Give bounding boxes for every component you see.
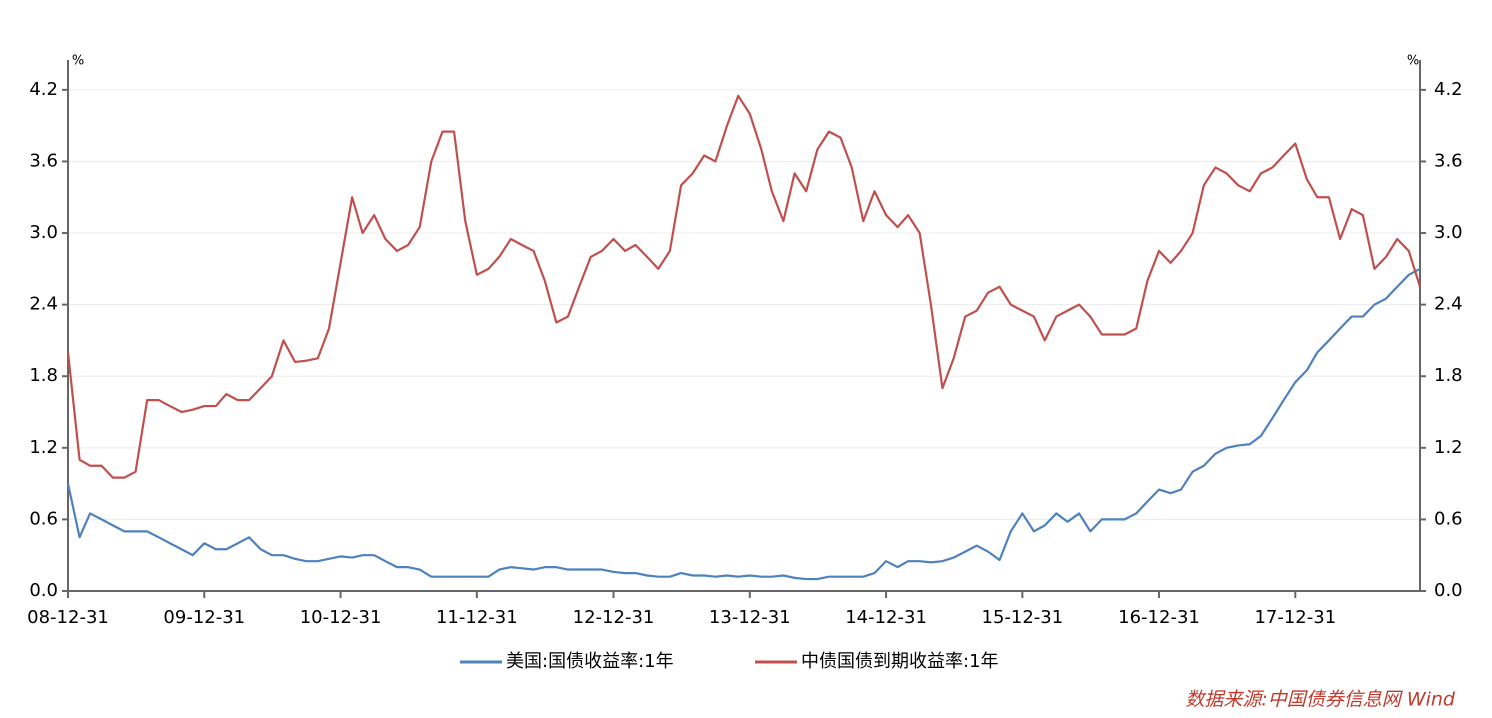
y2-tick-label: 0.6 xyxy=(1434,508,1463,529)
y-tick-label: 3.6 xyxy=(29,150,58,171)
y2-unit: % xyxy=(1407,54,1419,69)
y-tick-label: 0.0 xyxy=(29,580,58,601)
y-tick-label: 3.0 xyxy=(29,222,58,243)
legend-label: 中债国债到期收益率:1年 xyxy=(801,651,999,672)
y-tick-label: 1.8 xyxy=(29,365,58,386)
series-line xyxy=(66,94,1422,479)
y2-tick-label: 1.8 xyxy=(1434,365,1463,386)
x-tick-label: 12-12-31 xyxy=(573,607,655,628)
x-tick-label: 17-12-31 xyxy=(1254,607,1336,628)
x-tick-label: 09-12-31 xyxy=(163,607,245,628)
y2-tick-label: 3.0 xyxy=(1434,222,1463,243)
y2-tick-label: 2.4 xyxy=(1434,294,1463,315)
x-tick-label: 13-12-31 xyxy=(709,607,791,628)
y-tick-label: 4.2 xyxy=(29,79,58,100)
x-tick-label: 14-12-31 xyxy=(845,607,927,628)
y2-tick-label: 3.6 xyxy=(1434,150,1463,171)
y-tick-label: 2.4 xyxy=(29,294,58,315)
y2-tick-label: 0.0 xyxy=(1434,580,1463,601)
y-tick-label: 1.2 xyxy=(29,437,58,458)
y-unit: % xyxy=(72,54,84,69)
x-tick-label: 16-12-31 xyxy=(1118,607,1200,628)
source-note: 数据来源:中国债券信息网 Wind xyxy=(1185,689,1456,711)
series-line xyxy=(66,267,1421,581)
y2-tick-label: 1.2 xyxy=(1434,437,1463,458)
x-tick-label: 10-12-31 xyxy=(300,607,382,628)
y-tick-label: 0.6 xyxy=(29,508,58,529)
x-tick-label: 11-12-31 xyxy=(436,607,518,628)
legend-label: 美国:国债收益率:1年 xyxy=(506,651,674,672)
y2-tick-label: 4.2 xyxy=(1434,79,1463,100)
x-tick-label: 15-12-31 xyxy=(982,607,1064,628)
x-tick-label: 08-12-31 xyxy=(27,607,109,628)
